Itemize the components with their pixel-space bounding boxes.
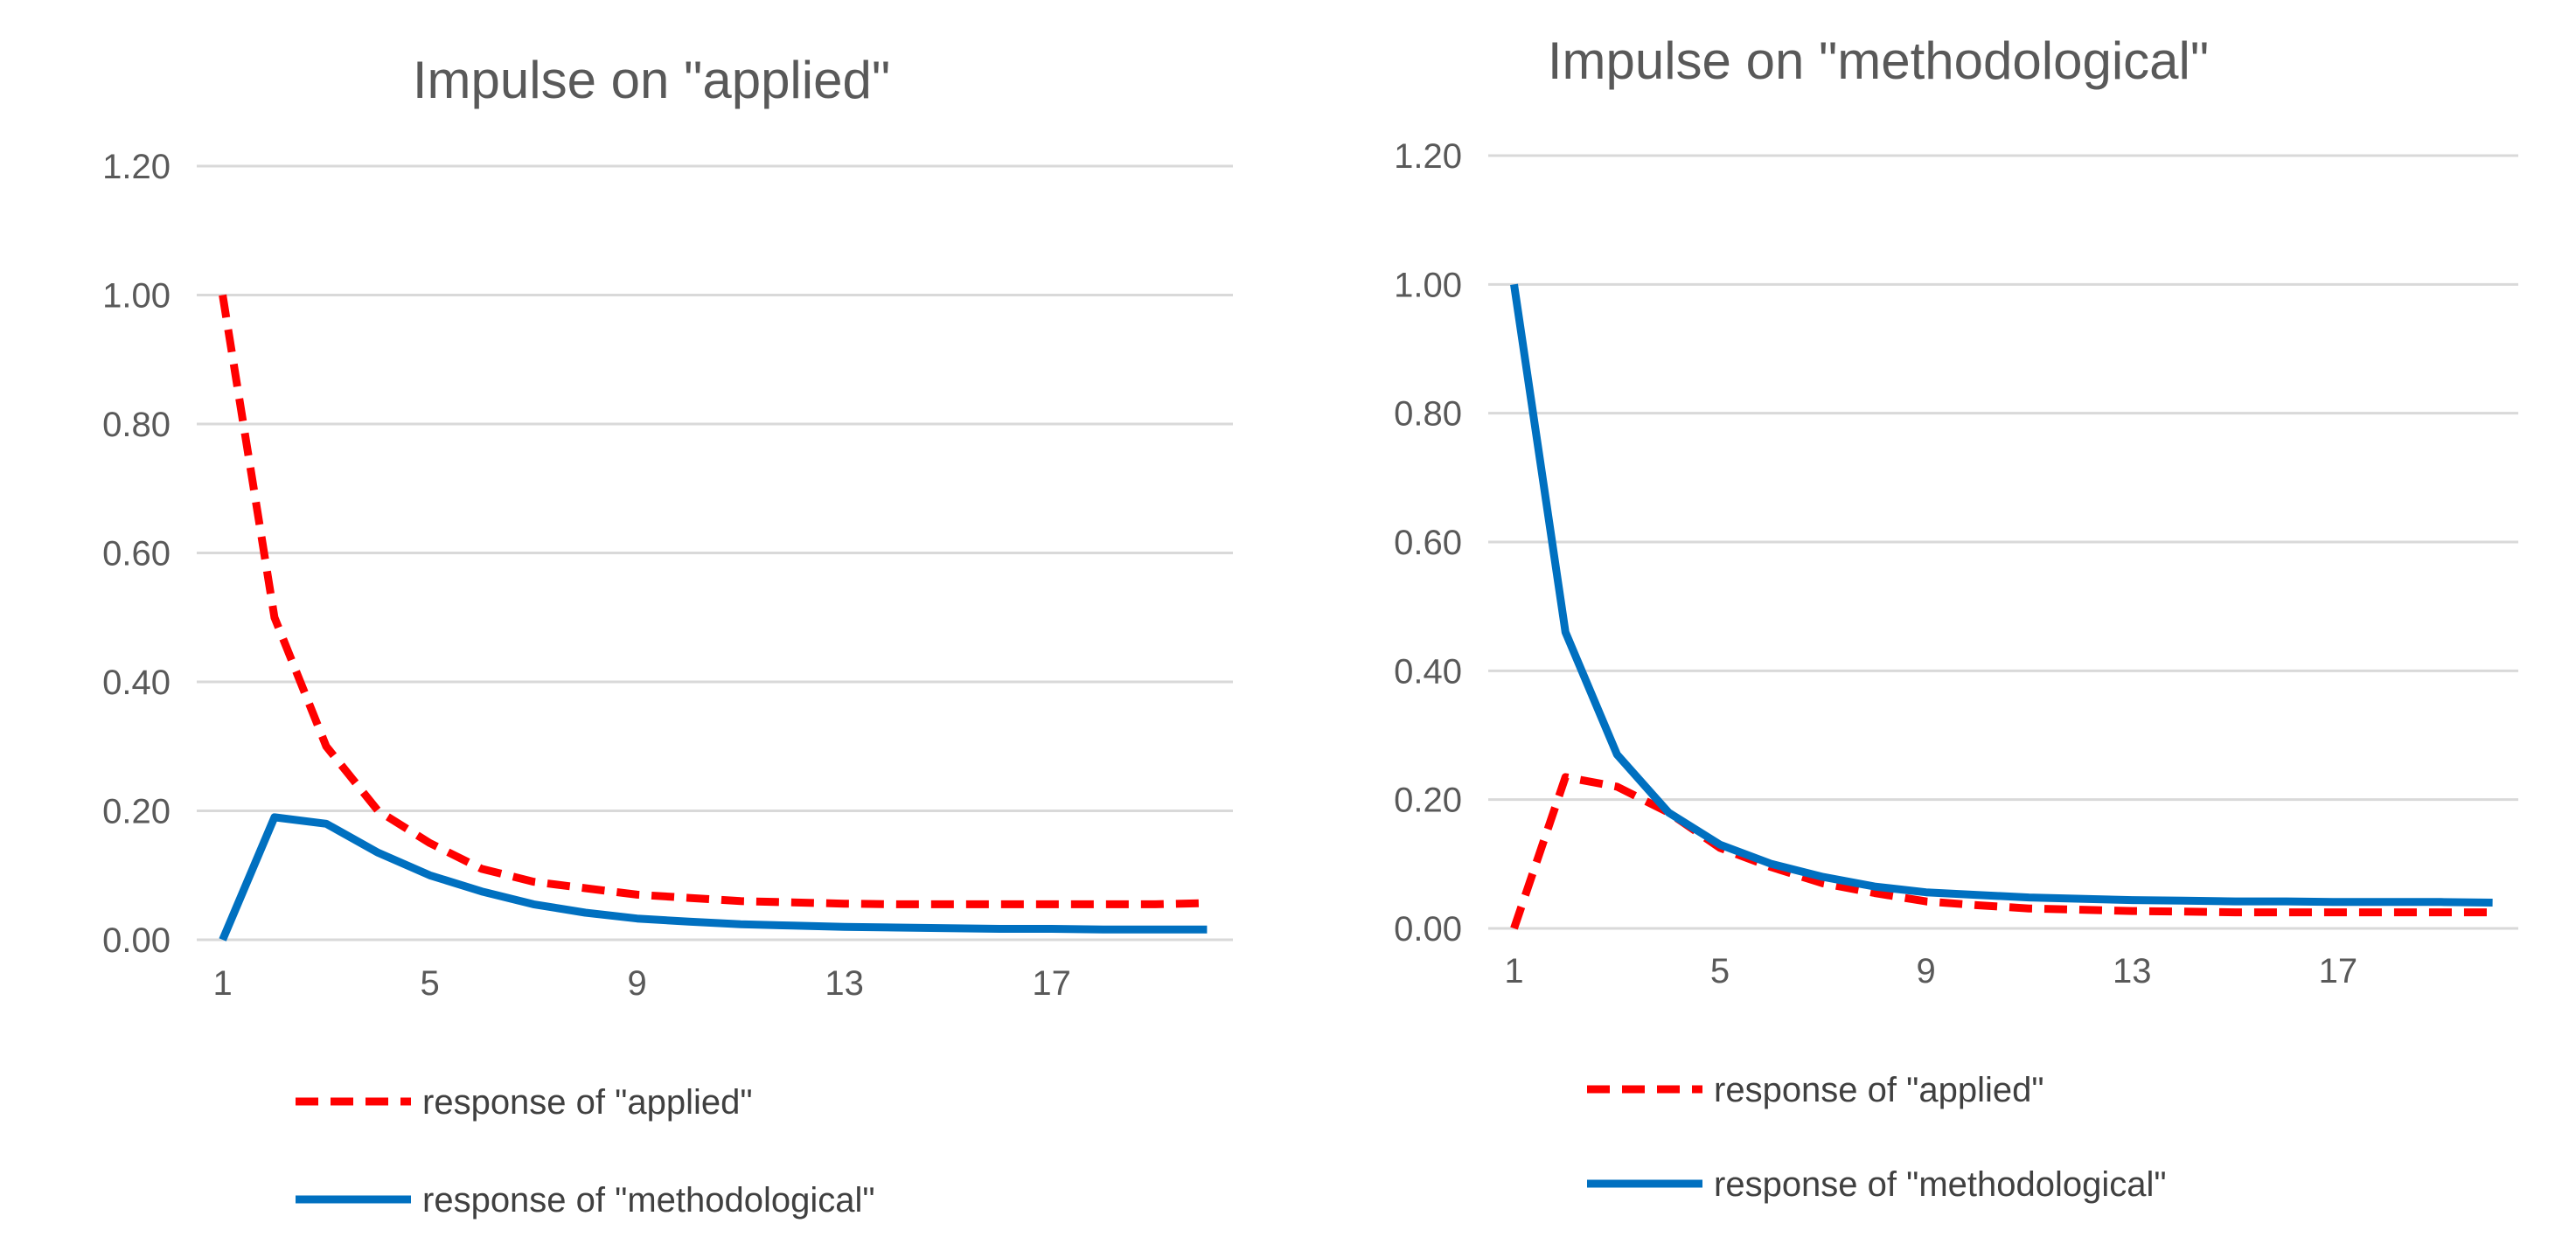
x-tick-label: 13 <box>2113 952 2152 990</box>
y-tick-label: 0.20 <box>1394 782 1462 820</box>
y-tick-label: 0.60 <box>1394 524 1462 562</box>
y-tick-label: 0.40 <box>1394 652 1462 691</box>
y-tick-label: 0.80 <box>102 406 171 444</box>
x-tick-label: 13 <box>825 964 864 1003</box>
x-tick-label: 5 <box>1710 952 1730 990</box>
series-line-methodological <box>1510 283 2493 907</box>
legend-label: response of "methodological" <box>1714 1165 2167 1204</box>
y-tick-label: 0.00 <box>1394 910 1462 949</box>
y-tick-label: 1.00 <box>102 277 171 316</box>
y-tick-label: 1.00 <box>1394 266 1462 304</box>
legend-label: response of "applied" <box>422 1083 753 1122</box>
y-tick-label: 0.40 <box>102 664 171 702</box>
x-tick-label: 17 <box>1032 964 1071 1003</box>
x-tick-label: 1 <box>213 964 233 1003</box>
y-tick-label: 0.00 <box>102 921 171 960</box>
x-tick-label: 9 <box>628 964 647 1003</box>
y-tick-label: 0.20 <box>102 793 171 831</box>
y-tick-label: 0.80 <box>1394 395 1462 434</box>
x-tick-label: 17 <box>2319 952 2358 990</box>
legend-label: response of "methodological" <box>422 1181 875 1220</box>
chart-title: Impulse on "methodological" <box>1548 31 2209 90</box>
x-tick-label: 5 <box>421 964 440 1003</box>
series-line-methodological <box>219 813 1208 942</box>
legend-label: response of "applied" <box>1714 1071 2044 1109</box>
chart-impulse-on-applied: Impulse on "applied" 0.00 0.20 0.40 0.60 0.8… <box>102 51 1233 1220</box>
y-tick-label: 1.20 <box>102 148 171 186</box>
y-tick-label: 0.60 <box>102 535 171 573</box>
x-tick-label: 9 <box>1917 952 1936 990</box>
y-tick-label: 1.20 <box>1394 137 1462 176</box>
chart-impulse-on-methodological: Impulse on "methodological" 0.00 0.20 0.40… <box>1394 31 2518 1204</box>
x-tick-label: 1 <box>1504 952 1523 990</box>
chart-title: Impulse on "applied" <box>413 51 890 109</box>
series-line-applied <box>219 294 1208 908</box>
